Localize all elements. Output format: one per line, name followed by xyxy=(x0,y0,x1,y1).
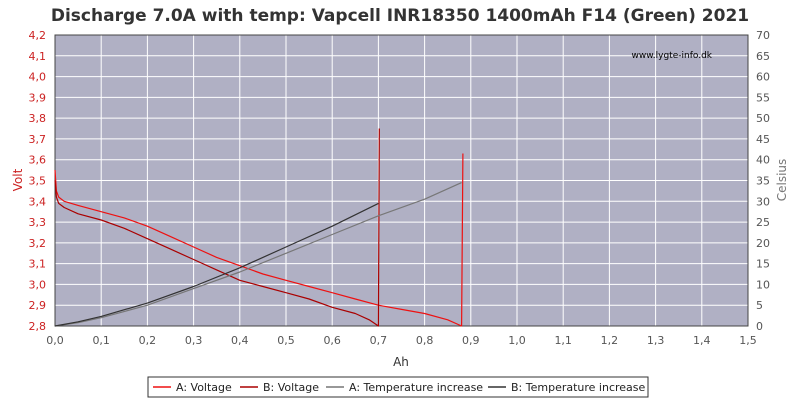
y2-tick-label: 15 xyxy=(756,258,770,271)
series-line-a-temperature-increase xyxy=(54,182,462,327)
x-tick-label: 0,1 xyxy=(92,334,110,347)
y2-tick-label: 20 xyxy=(756,237,770,250)
x-tick-label: 0,4 xyxy=(231,334,249,347)
x-tick-label: 0,5 xyxy=(277,334,295,347)
x-tick-label: 1,0 xyxy=(508,334,526,347)
x-tick-label: 0,7 xyxy=(370,334,388,347)
legend-label-a-temperature-increase: A: Temperature increase xyxy=(349,381,483,394)
y-axis-ticks: 2,8 2,9 3,0 3,1 3,2 3,3 3,4 3,5 3,6 3,7 3,8 3,9 4,0 4… xyxy=(29,29,47,333)
x-tick-label: 0,0 xyxy=(46,334,64,347)
y2-tick-label: 70 xyxy=(756,29,770,42)
legend-box xyxy=(147,376,649,398)
y2-tick-label: 50 xyxy=(756,112,770,125)
y2-tick-label: 10 xyxy=(756,278,770,291)
y-tick-label: 3,2 xyxy=(29,237,47,250)
x-tick-label: 1,4 xyxy=(693,334,711,347)
y2-tick-label: 65 xyxy=(756,50,770,63)
x-axis-label: Ah xyxy=(393,355,409,369)
y2-tick-label: 40 xyxy=(756,154,770,167)
x-tick-label: 0,8 xyxy=(416,334,434,347)
y2-tick-label: 55 xyxy=(756,91,770,104)
y2-tick-label: 5 xyxy=(756,299,763,312)
x-tick-label: 1,3 xyxy=(647,334,665,347)
x-tick-label: 0,9 xyxy=(462,334,480,347)
y-tick-label: 3,0 xyxy=(29,278,47,291)
y2-tick-label: 45 xyxy=(756,133,770,146)
y-tick-label: 3,8 xyxy=(29,112,47,125)
y2-tick-label: 35 xyxy=(756,175,770,188)
legend-label-b-voltage: B: Voltage xyxy=(263,381,319,394)
x-tick-label: 1,2 xyxy=(601,334,619,347)
y2-tick-label: 60 xyxy=(756,71,770,84)
y-tick-label: 3,5 xyxy=(29,175,47,188)
watermark: www.lygte-info.dk xyxy=(632,51,713,61)
y-tick-label: 3,9 xyxy=(29,91,47,104)
y2-tick-label: 0 xyxy=(756,320,763,333)
grid-lines xyxy=(54,34,749,327)
series-line-b-voltage xyxy=(54,128,380,327)
y-tick-label: 3,7 xyxy=(29,133,47,146)
chart-title: Discharge 7.0A with temp: Vapcell INR183… xyxy=(51,6,749,26)
series-line-a-voltage xyxy=(54,153,464,327)
series-layer xyxy=(54,128,464,327)
y-tick-label: 4,0 xyxy=(29,71,47,84)
y-tick-label: 3,6 xyxy=(29,154,47,167)
y-tick-label: 3,3 xyxy=(29,216,47,229)
y-tick-label: 2,9 xyxy=(29,299,47,312)
x-tick-label: 1,1 xyxy=(554,334,572,347)
y-tick-label: 3,1 xyxy=(29,258,47,271)
x-tick-label: 1,5 xyxy=(739,334,757,347)
x-tick-label: 0,6 xyxy=(323,334,341,347)
y-axis-label: Volt xyxy=(11,168,25,191)
series-line-b-temperature-increase xyxy=(54,202,379,327)
y-tick-label: 2,8 xyxy=(29,320,47,333)
y2-tick-label: 25 xyxy=(756,216,770,229)
y-tick-label: 4,1 xyxy=(29,50,47,63)
legend-label-b-temperature-increase: B: Temperature increase xyxy=(511,381,646,394)
x-tick-label: 0,2 xyxy=(139,334,157,347)
y2-axis-ticks: 0 5 10 15 20 25 30 35 40 45 50 55 60 65 70 xyxy=(756,29,770,333)
legend: A: Voltage B: Voltage A: Temperature incre… xyxy=(147,376,649,398)
y-tick-label: 4,2 xyxy=(29,29,47,42)
y2-tick-label: 30 xyxy=(756,195,770,208)
legend-label-a-voltage: A: Voltage xyxy=(176,381,232,394)
y-tick-label: 3,4 xyxy=(29,195,47,208)
x-tick-label: 0,3 xyxy=(185,334,203,347)
y2-axis-label: Celsius xyxy=(775,159,789,202)
x-axis-ticks: 0,0 0,1 0,2 0,3 0,4 0,5 0,6 0,7 0,8 0,9 1,0 1,1 1,2 1… xyxy=(46,334,757,347)
